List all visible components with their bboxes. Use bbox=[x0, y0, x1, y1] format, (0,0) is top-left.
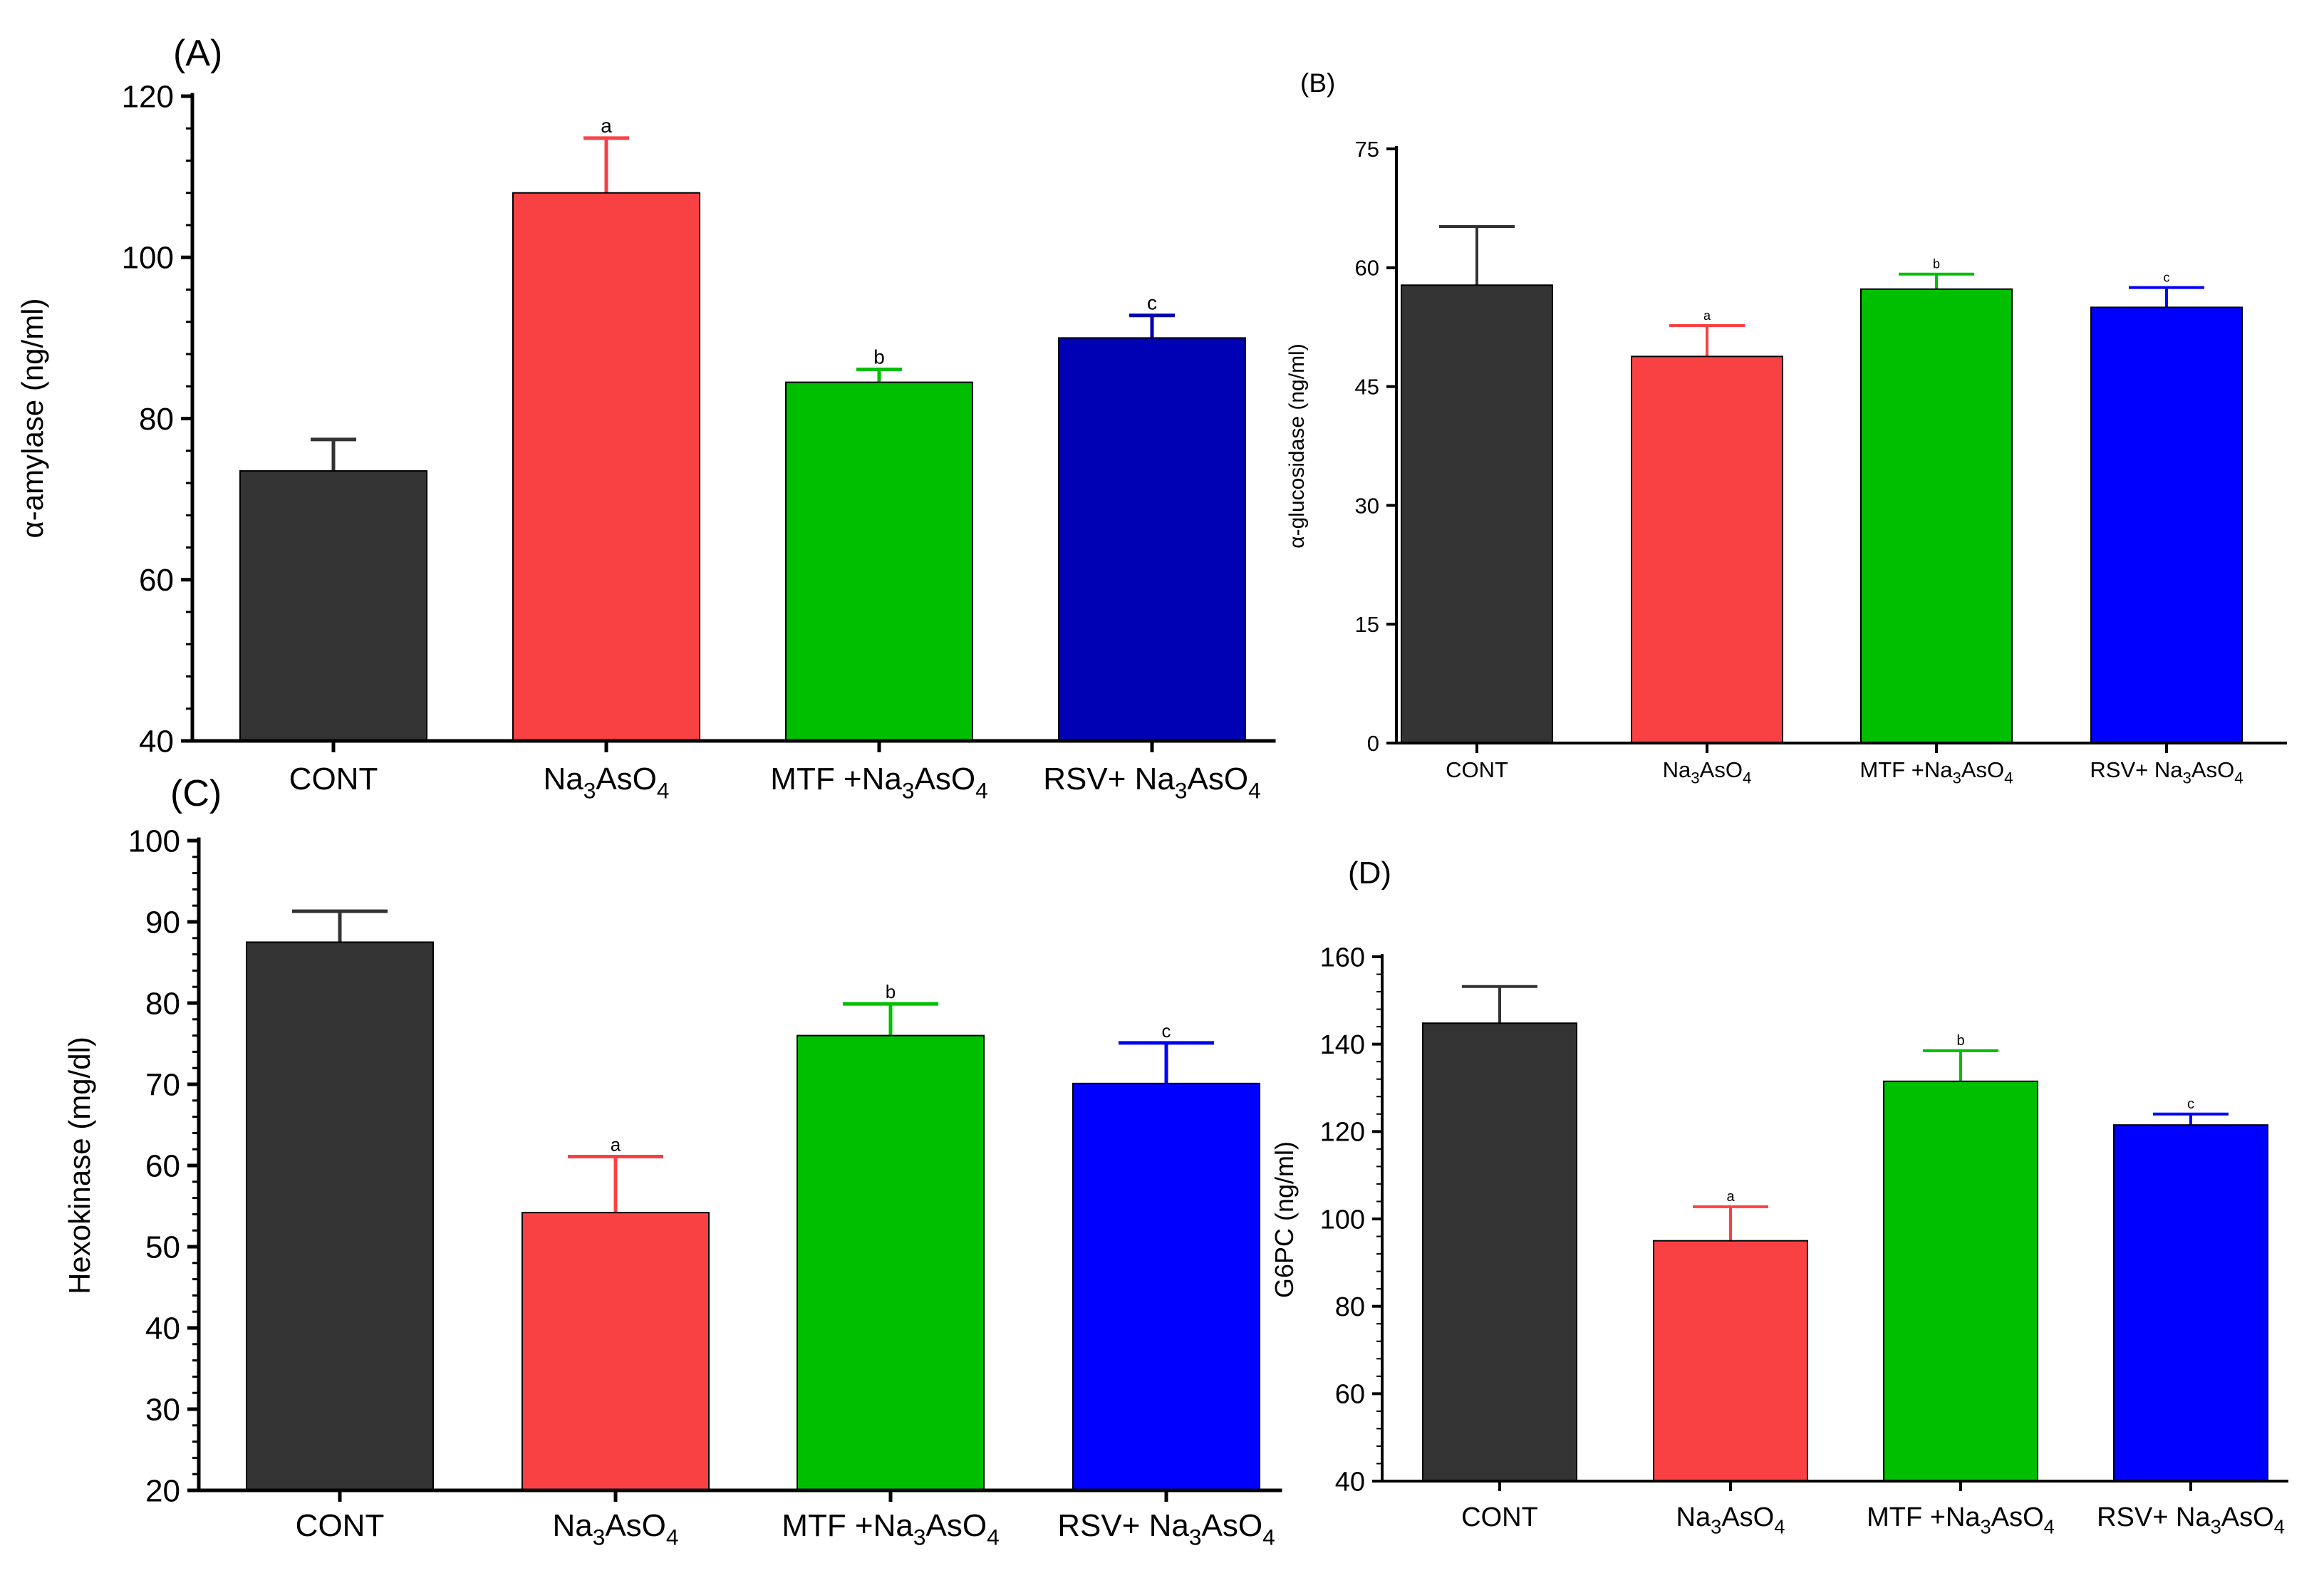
y-tick-label: 45 bbox=[1355, 374, 1379, 399]
x-category-label: Na3AsO4 bbox=[552, 1508, 678, 1549]
bar-2 bbox=[1653, 1240, 1808, 1482]
significance-letter-b: b bbox=[1933, 257, 1940, 271]
y-tick-label: 40 bbox=[1335, 1467, 1365, 1497]
y-tick-label: 0 bbox=[1367, 731, 1379, 756]
y-tick-label: 80 bbox=[139, 402, 174, 437]
y-tick-label: 80 bbox=[1335, 1292, 1365, 1322]
bar-1 bbox=[1422, 1022, 1577, 1482]
y-tick-label: 80 bbox=[145, 986, 180, 1021]
y-tick-label: 75 bbox=[1355, 137, 1379, 162]
y-tick-label: 15 bbox=[1355, 612, 1379, 637]
panel-label: (D) bbox=[1348, 856, 1391, 891]
y-tick-label: 120 bbox=[122, 79, 174, 114]
y-tick-label: 90 bbox=[145, 905, 180, 940]
significance-letter-c: c bbox=[1162, 1020, 1171, 1042]
y-tick-label: 60 bbox=[139, 563, 174, 598]
x-category-label: CONT bbox=[296, 1508, 385, 1543]
y-tick-label: 30 bbox=[1355, 493, 1379, 518]
panel-label: (A) bbox=[173, 33, 222, 74]
y-tick-label: 20 bbox=[145, 1473, 180, 1508]
x-category-label: CONT bbox=[1446, 757, 1508, 782]
significance-letter-b: b bbox=[873, 346, 885, 368]
y-tick-label: 60 bbox=[1355, 256, 1379, 281]
y-tick-label: 160 bbox=[1320, 943, 1365, 972]
significance-letter-a: a bbox=[1703, 308, 1711, 323]
bar-2 bbox=[522, 1212, 710, 1491]
x-category-label: Na3AsO4 bbox=[1663, 757, 1752, 787]
y-axis-title: α-glucosidase (ng/ml) bbox=[1285, 343, 1309, 548]
y-tick-label: 50 bbox=[145, 1230, 180, 1265]
significance-letter-c: c bbox=[1147, 292, 1157, 314]
bar-2 bbox=[512, 192, 700, 742]
y-tick-label: 100 bbox=[122, 241, 174, 276]
y-tick-label: 140 bbox=[1320, 1030, 1365, 1060]
y-tick-label: 120 bbox=[1320, 1118, 1365, 1148]
bar-4 bbox=[1072, 1082, 1260, 1491]
bar-4 bbox=[1058, 337, 1246, 742]
y-tick-label: 70 bbox=[145, 1067, 180, 1102]
significance-letter-a: a bbox=[601, 115, 612, 137]
x-category-label: MTF +Na3AsO4 bbox=[1859, 757, 2013, 787]
bar-1 bbox=[1401, 284, 1553, 744]
significance-letter-a: a bbox=[1726, 1189, 1735, 1205]
x-category-label: RSV+ Na3AsO4 bbox=[1057, 1508, 1275, 1549]
y-tick-label: 60 bbox=[145, 1148, 180, 1183]
bar-1 bbox=[239, 470, 427, 742]
y-tick-label: 40 bbox=[139, 724, 174, 759]
x-category-label: MTF +Na3AsO4 bbox=[782, 1508, 999, 1549]
x-category-label: RSV+ Na3AsO4 bbox=[2090, 757, 2243, 787]
x-category-label: Na3AsO4 bbox=[543, 762, 669, 803]
significance-letter-c: c bbox=[2187, 1096, 2194, 1112]
y-tick-label: 100 bbox=[128, 824, 180, 858]
bar-3 bbox=[785, 381, 973, 742]
significance-letter-a: a bbox=[611, 1133, 621, 1155]
significance-letter-b: b bbox=[1956, 1033, 1964, 1049]
x-category-label: CONT bbox=[1461, 1502, 1538, 1532]
bar-4 bbox=[2090, 306, 2243, 744]
x-category-label: CONT bbox=[289, 762, 378, 796]
y-axis-title: G6PC (ng/ml) bbox=[1270, 1141, 1299, 1298]
y-axis-title: Hexokinase (mg/dl) bbox=[63, 1037, 96, 1294]
panel-label: (B) bbox=[1300, 68, 1335, 98]
y-tick-label: 60 bbox=[1335, 1380, 1365, 1410]
bar-4 bbox=[2113, 1124, 2268, 1482]
panel-label: (C) bbox=[170, 773, 222, 814]
bar-3 bbox=[797, 1034, 985, 1491]
bar-1 bbox=[246, 941, 434, 1491]
x-category-label: RSV+ Na3AsO4 bbox=[2097, 1502, 2285, 1538]
significance-letter-c: c bbox=[2164, 271, 2170, 285]
panel-d-g6pc-chart: a b c 40 60 80 100 120 140 160 CONT Na3AsO4 MTF +Na3… bbox=[1270, 856, 2288, 1538]
panel-c-hexokinase-chart: a b c 20 30 40 50 60 70 80 90 100 CONT Na3AsO4 MTF +Na… bbox=[63, 773, 1282, 1549]
y-tick-label: 40 bbox=[145, 1311, 180, 1346]
x-category-label: MTF +Na3AsO4 bbox=[1867, 1502, 2055, 1538]
y-axis-title: α-amylase (ng/ml) bbox=[16, 298, 49, 538]
y-tick-label: 100 bbox=[1320, 1205, 1365, 1235]
panel-a-amylase-chart: a b c 40 60 80 100 120 CONT Na3AsO4 MTF +Na3AsO4 RS… bbox=[16, 33, 1276, 803]
y-tick-label: 30 bbox=[145, 1392, 180, 1427]
bar-3 bbox=[1860, 288, 2013, 744]
bar-3 bbox=[1883, 1080, 2038, 1483]
x-category-label: RSV+ Na3AsO4 bbox=[1043, 762, 1260, 803]
x-category-label: MTF +Na3AsO4 bbox=[770, 762, 987, 803]
significance-letter-b: b bbox=[886, 981, 896, 1002]
x-category-label: Na3AsO4 bbox=[1676, 1502, 1785, 1538]
bar-2 bbox=[1631, 355, 1783, 744]
panel-b-glucosidase-chart: a b c 0 15 30 45 60 75 CONT Na3AsO4 MTF +Na3AsO4 RSV… bbox=[1285, 68, 2287, 787]
